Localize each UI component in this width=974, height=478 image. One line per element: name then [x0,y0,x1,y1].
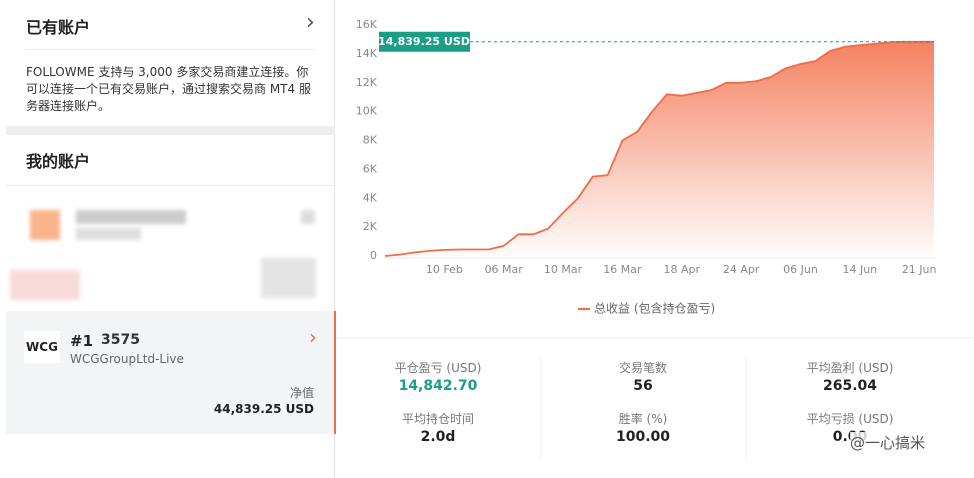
area [385,41,934,256]
stat-label: 平均盈利 (USD) [806,361,894,375]
x-tick-label: 24 Apr [723,263,760,276]
chevron: › [309,325,317,349]
broker-logo: WCG [24,331,60,363]
equity-value: 44,839.25 USD [213,402,314,416]
blurred-logo [30,210,60,240]
y-tick-label: 10K [356,105,378,118]
account-server: WCGGroupLtd-Live [70,352,184,366]
my-title: 我的账户 [26,152,91,171]
stat-value: 14,842.70 [398,378,478,394]
blurred-text [76,210,186,224]
stat-label: 胜率 (%) [618,412,668,426]
blurred-text [261,258,316,298]
x-tick-label: 14 Jun [842,263,877,276]
equity-label: 净值 [289,386,314,400]
account-panel: 已有账户 › FOLLOWME 支持与 3,000 多家交易商建立连接。你可以连… [6,0,336,478]
y-tick-label: 6K [363,162,378,175]
x-tick-label: 21 Jun [902,263,937,276]
stat-value: 56 [633,378,653,394]
x-tick-label: 10 Feb [426,263,463,276]
stat-label: 平均持仓时间 [401,412,474,426]
linked-title: 已有账户 [26,18,91,37]
y-tick-label: 8K [363,134,378,147]
y-tick-label: 14K [356,47,378,60]
y-tick-label: 16K [356,18,378,31]
chevron[interactable]: › [306,10,315,35]
y-tick-label: 0 [370,249,377,262]
stat-label: 平均亏损 (USD) [806,412,894,426]
account-number: #1 [70,332,94,350]
divider [26,49,316,50]
x-tick-label: 10 Mar [544,263,583,276]
stat-value: 100.00 [615,429,671,445]
section-gap [6,126,335,135]
divider [6,185,335,186]
reference-badge [379,31,470,52]
y-tick-label: 2K [363,220,378,233]
stat-label: 平仓盈亏 (USD) [394,361,482,375]
stat-value: 265.04 [822,378,878,394]
stat-label: 交易笔数 [618,361,667,375]
account-card[interactable]: WCG #1 3575 WCGGroupLtd-Live › 净值 44,839… [6,311,336,434]
account-id: 3575 [101,332,140,348]
x-tick-label: 06 Mar [485,263,524,276]
x-tick-label: 06 Jun [783,263,818,276]
x-tick-label: 18 Apr [663,263,700,276]
stat-value: 2.0d [420,429,456,445]
blurred-text [301,210,315,224]
x-tick-label: 16 Mar [603,263,642,276]
intro-text: FOLLOWME 支持与 3,000 多家交易商建立连接。你可以连接一个已有交易… [26,65,311,113]
line [384,40,934,257]
blurred-text [76,228,141,240]
legend-label: 总收益 (包含持仓盈亏) [594,301,715,316]
blurred-logo [10,270,80,300]
reference-label: 14,839.25 USD [378,35,470,48]
y-tick-label: 12K [356,76,378,89]
y-tick-label: 4K [363,191,378,204]
watermark: @一心搞米 [850,432,926,453]
